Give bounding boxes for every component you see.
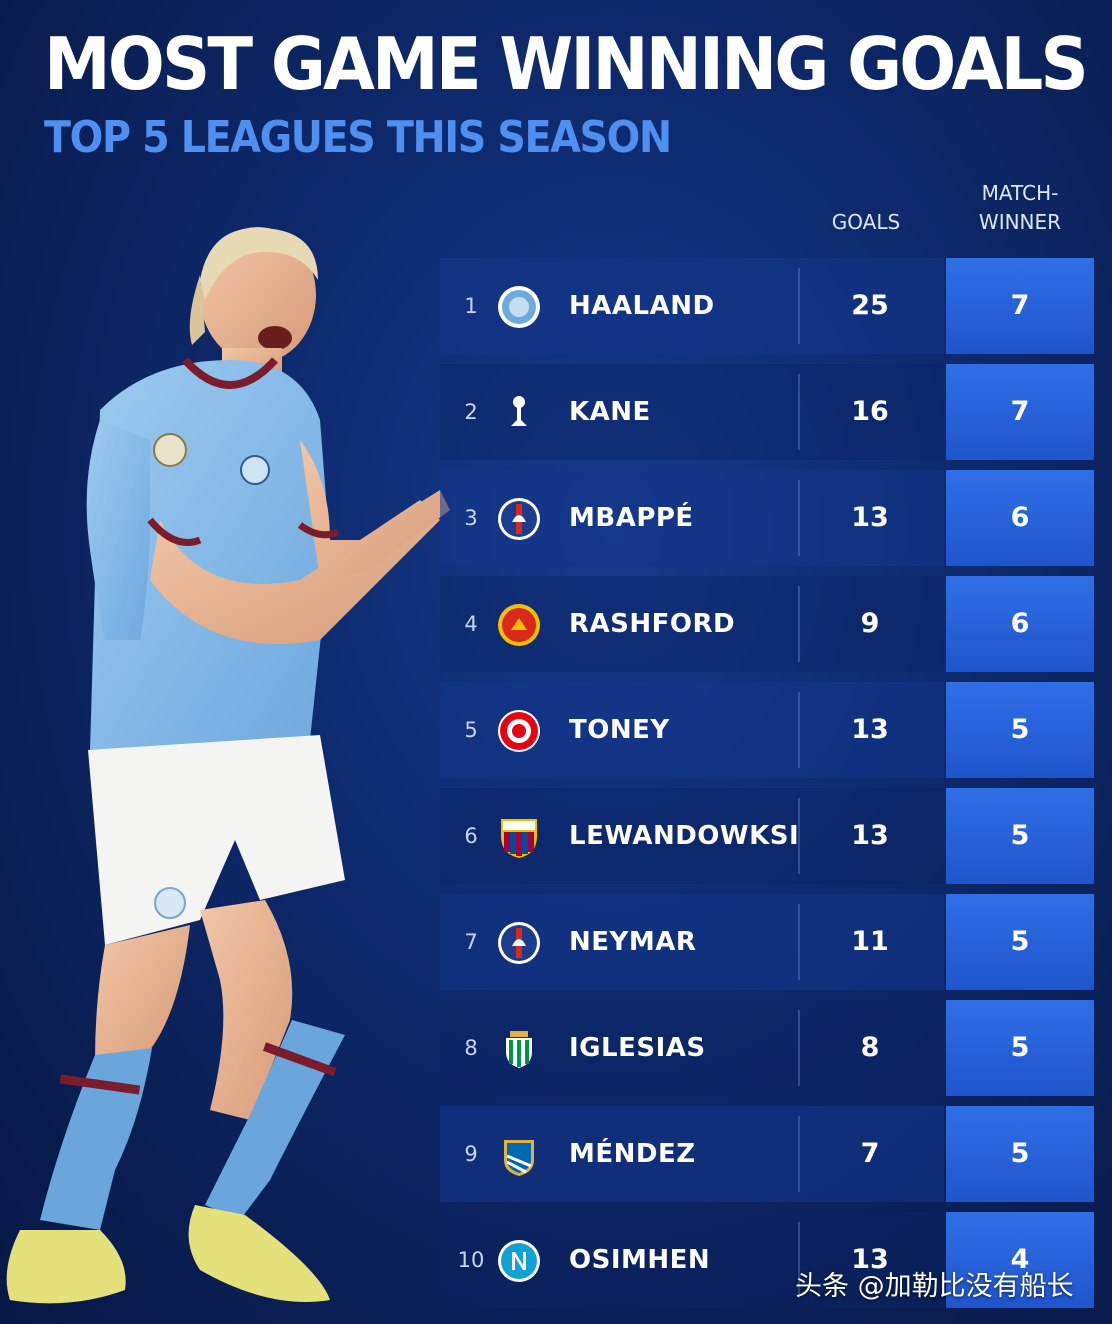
rank: 9	[464, 1142, 478, 1166]
table-row: 1 HAALAND 25 7	[440, 258, 1100, 354]
match-winner-value: 5	[946, 1000, 1094, 1096]
rank: 5	[464, 718, 478, 742]
goals-value: 9	[860, 608, 880, 639]
match-winner-value: 6	[946, 470, 1094, 566]
napoli-crest-icon	[498, 1240, 540, 1282]
goals-value: 11	[851, 926, 889, 957]
real-betis-crest-icon	[506, 1031, 532, 1068]
table-row: 2 KANE 16 7	[440, 364, 1100, 460]
column-header-goals: GOALS	[831, 210, 901, 234]
match-winner-value: 5	[946, 1106, 1094, 1202]
brentford-crest-icon	[498, 710, 540, 752]
table-row: 10 OSIMHEN 13 4	[440, 1212, 1100, 1308]
match-winner-value: 5	[946, 788, 1094, 884]
rank: 4	[464, 612, 478, 636]
page-subtitle: TOP 5 LEAGUES THIS SEASON	[44, 112, 672, 163]
rank: 7	[464, 930, 478, 954]
match-winner-value: 5	[946, 894, 1094, 990]
player-name: RASHFORD	[569, 609, 736, 639]
table-row: 4 RASHFORD 9 6	[440, 576, 1100, 672]
table-row: 7 NEYMAR 11 5	[440, 894, 1100, 990]
player-name: MÉNDEZ	[569, 1139, 696, 1169]
rank: 6	[464, 824, 478, 848]
player-name: HAALAND	[569, 291, 715, 321]
psg-crest-icon	[498, 922, 540, 964]
match-winner-value: 7	[946, 364, 1094, 460]
player-name: MBAPPÉ	[569, 503, 694, 533]
player-name: KANE	[569, 397, 651, 427]
table-row: 5 TONEY 13 5	[440, 682, 1100, 778]
player-name: IGLESIAS	[569, 1033, 706, 1063]
goals-value: 13	[851, 714, 889, 745]
player-name: TONEY	[569, 715, 670, 745]
table-row: 9 MÉNDEZ 7 5	[440, 1106, 1100, 1202]
rank: 10	[457, 1248, 485, 1272]
match-winner-value: 5	[946, 682, 1094, 778]
psg-crest-icon	[498, 498, 540, 540]
goals-value: 8	[860, 1032, 880, 1063]
rank: 8	[464, 1036, 478, 1060]
man-united-crest-icon	[498, 604, 540, 646]
man-city-crest-icon	[498, 286, 540, 328]
goals-value: 13	[851, 502, 889, 533]
column-header-match-winner: MATCH- WINNER	[946, 179, 1094, 237]
page-title: MOST GAME WINNING GOALS	[44, 22, 1089, 106]
goals-value: 7	[860, 1138, 880, 1169]
goals-value: 16	[851, 396, 889, 427]
goals-value: 13	[851, 820, 889, 851]
match-winner-value: 6	[946, 576, 1094, 672]
player-illustration	[6, 227, 450, 1304]
match-winner-value: 7	[946, 258, 1094, 354]
player-name: LEWANDOWKSI	[569, 821, 800, 851]
goals-value: 25	[851, 290, 889, 321]
goals-value: 13	[851, 1244, 889, 1275]
table-row: 6 LEWANDOWKSI 13 5	[440, 788, 1100, 884]
rank: 2	[464, 400, 478, 424]
barcelona-crest-icon	[501, 819, 537, 858]
table-row: 3 MBAPPÉ 13 6	[440, 470, 1100, 566]
match-winner-value: 4	[946, 1212, 1094, 1308]
player-name: OSIMHEN	[569, 1245, 711, 1275]
column-header-match-winner-line1: MATCH-	[981, 181, 1059, 205]
watermark: 头条 @加勒比没有船长	[795, 1271, 1074, 1302]
rank: 3	[464, 506, 478, 530]
column-header-match-winner-line2: WINNER	[978, 210, 1062, 234]
tottenham-crest-icon	[511, 396, 527, 426]
real-sociedad-crest-icon	[504, 1140, 534, 1176]
player-name: NEYMAR	[569, 927, 697, 957]
table-row: 8 IGLESIAS 8 5	[440, 1000, 1100, 1096]
rank: 1	[464, 294, 478, 318]
